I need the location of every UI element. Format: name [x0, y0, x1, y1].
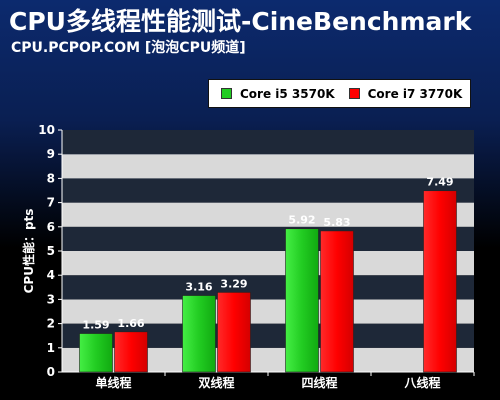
y-tick-label: 4: [47, 268, 55, 282]
data-label: 5.83: [323, 216, 350, 229]
bar: [79, 333, 113, 373]
y-axis-label: CPU性能：pts: [21, 209, 36, 294]
y-tick-label: 2: [47, 317, 55, 331]
data-label: 1.59: [82, 319, 109, 332]
y-tick-label: 8: [47, 171, 55, 185]
y-tick-label: 1: [47, 341, 55, 355]
x-tick-label: 双线程: [198, 375, 234, 390]
bar: [423, 190, 457, 373]
y-tick-label: 9: [47, 147, 55, 161]
data-label: 3.29: [220, 277, 247, 290]
legend-swatch-i7: [348, 88, 360, 99]
x-tick-label: 八线程: [403, 375, 440, 390]
data-label: 1.66: [117, 317, 144, 330]
y-tick-label: 0: [47, 365, 55, 379]
legend-label-i7: Core i7 3770K: [367, 86, 463, 101]
legend-label-i5: Core i5 3570K: [240, 86, 335, 101]
grid-band: [62, 226, 474, 251]
legend-item-i7: Core i7 3770K: [348, 86, 463, 101]
grid-band: [62, 154, 474, 179]
x-tick-label: 单线程: [95, 375, 131, 390]
grid-band: [62, 251, 474, 276]
y-tick-label: 10: [38, 123, 55, 137]
legend-swatch-i5: [221, 88, 232, 99]
bar: [114, 331, 148, 373]
grid-band: [62, 202, 474, 227]
chart-subtitle: CPU.PCPOP.COM [泡泡CPU频道]: [11, 40, 246, 56]
legend-item-i5: Core i5 3570K: [221, 87, 335, 101]
grid-band: [62, 299, 474, 324]
grid-band: [62, 130, 474, 155]
grid-band: [62, 178, 474, 203]
bar: [285, 228, 319, 373]
data-label: 7.49: [426, 176, 453, 189]
data-label: 3.16: [185, 281, 212, 294]
y-tick-label: 5: [47, 244, 55, 258]
legend: Core i5 3570K Core i7 3770K: [208, 79, 471, 108]
bar: [320, 230, 354, 373]
data-label: 5.92: [288, 214, 315, 227]
grid-band: [62, 275, 474, 300]
bar: [217, 292, 251, 373]
y-tick-label: 3: [47, 292, 55, 306]
y-tick-label: 6: [47, 220, 55, 234]
chart-title: CPU多线程性能测试-CineBenchmark: [9, 7, 472, 36]
y-tick-label: 7: [47, 196, 55, 210]
x-tick-label: 四线程: [301, 375, 337, 390]
bar: [182, 295, 216, 373]
